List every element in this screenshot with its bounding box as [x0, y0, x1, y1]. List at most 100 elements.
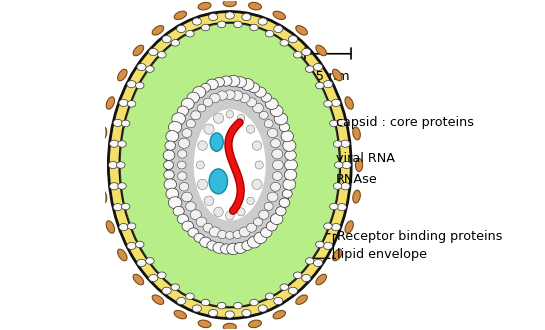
- Ellipse shape: [254, 232, 267, 244]
- Ellipse shape: [113, 119, 122, 126]
- Ellipse shape: [186, 293, 194, 300]
- Ellipse shape: [118, 183, 126, 189]
- Ellipse shape: [253, 103, 263, 113]
- Ellipse shape: [246, 98, 257, 107]
- Ellipse shape: [109, 12, 350, 318]
- Ellipse shape: [172, 113, 185, 125]
- Ellipse shape: [192, 86, 205, 98]
- Ellipse shape: [242, 310, 251, 316]
- Ellipse shape: [177, 297, 186, 305]
- Ellipse shape: [355, 158, 362, 172]
- Ellipse shape: [337, 204, 347, 211]
- Ellipse shape: [316, 274, 326, 285]
- Ellipse shape: [226, 111, 234, 118]
- Ellipse shape: [174, 311, 186, 319]
- Ellipse shape: [223, 0, 237, 7]
- Ellipse shape: [324, 101, 332, 107]
- Ellipse shape: [152, 295, 164, 304]
- Ellipse shape: [181, 98, 194, 110]
- Ellipse shape: [280, 123, 289, 132]
- Ellipse shape: [133, 45, 144, 56]
- Ellipse shape: [272, 172, 282, 181]
- Ellipse shape: [214, 78, 225, 87]
- Ellipse shape: [234, 302, 242, 309]
- Ellipse shape: [209, 310, 218, 316]
- Ellipse shape: [227, 75, 240, 87]
- Ellipse shape: [345, 97, 353, 109]
- Ellipse shape: [128, 223, 136, 229]
- Ellipse shape: [341, 183, 350, 190]
- Text: 25 nm: 25 nm: [307, 70, 349, 83]
- Ellipse shape: [119, 99, 128, 107]
- Ellipse shape: [217, 91, 227, 100]
- Ellipse shape: [334, 141, 342, 147]
- Ellipse shape: [213, 113, 223, 123]
- Ellipse shape: [274, 297, 283, 305]
- Ellipse shape: [265, 30, 274, 37]
- Ellipse shape: [288, 36, 298, 43]
- Ellipse shape: [164, 170, 174, 179]
- Ellipse shape: [197, 104, 206, 112]
- Ellipse shape: [171, 284, 179, 290]
- Ellipse shape: [207, 241, 217, 250]
- Ellipse shape: [270, 105, 283, 116]
- Ellipse shape: [190, 210, 201, 220]
- Ellipse shape: [168, 121, 182, 133]
- Ellipse shape: [203, 223, 213, 232]
- Ellipse shape: [267, 192, 278, 202]
- Ellipse shape: [330, 120, 338, 127]
- Ellipse shape: [122, 203, 130, 210]
- Ellipse shape: [270, 214, 283, 224]
- Ellipse shape: [204, 124, 214, 134]
- Ellipse shape: [198, 2, 211, 10]
- Ellipse shape: [267, 221, 277, 231]
- Ellipse shape: [313, 259, 323, 267]
- Ellipse shape: [316, 45, 326, 56]
- Ellipse shape: [220, 76, 232, 86]
- Ellipse shape: [261, 93, 271, 102]
- Ellipse shape: [316, 82, 324, 89]
- Ellipse shape: [146, 66, 154, 72]
- Ellipse shape: [273, 11, 286, 19]
- Ellipse shape: [201, 83, 210, 92]
- Ellipse shape: [171, 40, 179, 46]
- Ellipse shape: [163, 150, 175, 160]
- Ellipse shape: [284, 169, 297, 180]
- Ellipse shape: [110, 183, 119, 190]
- Ellipse shape: [119, 23, 340, 307]
- Ellipse shape: [217, 302, 226, 309]
- Ellipse shape: [293, 51, 302, 58]
- Ellipse shape: [136, 82, 144, 89]
- Ellipse shape: [173, 206, 184, 216]
- Ellipse shape: [178, 172, 187, 180]
- Ellipse shape: [127, 81, 136, 88]
- Ellipse shape: [118, 249, 127, 261]
- Ellipse shape: [177, 161, 186, 169]
- Ellipse shape: [196, 161, 204, 169]
- Ellipse shape: [305, 66, 314, 72]
- Ellipse shape: [283, 179, 296, 190]
- Ellipse shape: [246, 125, 255, 133]
- Ellipse shape: [213, 242, 226, 253]
- Ellipse shape: [353, 127, 360, 140]
- Ellipse shape: [272, 149, 283, 159]
- Ellipse shape: [264, 202, 273, 211]
- Ellipse shape: [313, 63, 323, 71]
- Ellipse shape: [210, 93, 220, 103]
- Ellipse shape: [206, 79, 218, 90]
- Text: capsid : core proteins: capsid : core proteins: [336, 116, 474, 129]
- Ellipse shape: [234, 77, 246, 87]
- Ellipse shape: [242, 14, 251, 20]
- Ellipse shape: [108, 11, 352, 319]
- Ellipse shape: [194, 233, 204, 242]
- Ellipse shape: [178, 138, 190, 148]
- Ellipse shape: [252, 179, 262, 189]
- Ellipse shape: [353, 190, 360, 203]
- Ellipse shape: [240, 79, 254, 90]
- Ellipse shape: [162, 36, 171, 43]
- Ellipse shape: [264, 119, 273, 128]
- Ellipse shape: [177, 25, 186, 33]
- Ellipse shape: [137, 63, 146, 71]
- Ellipse shape: [177, 106, 189, 116]
- Ellipse shape: [110, 140, 119, 147]
